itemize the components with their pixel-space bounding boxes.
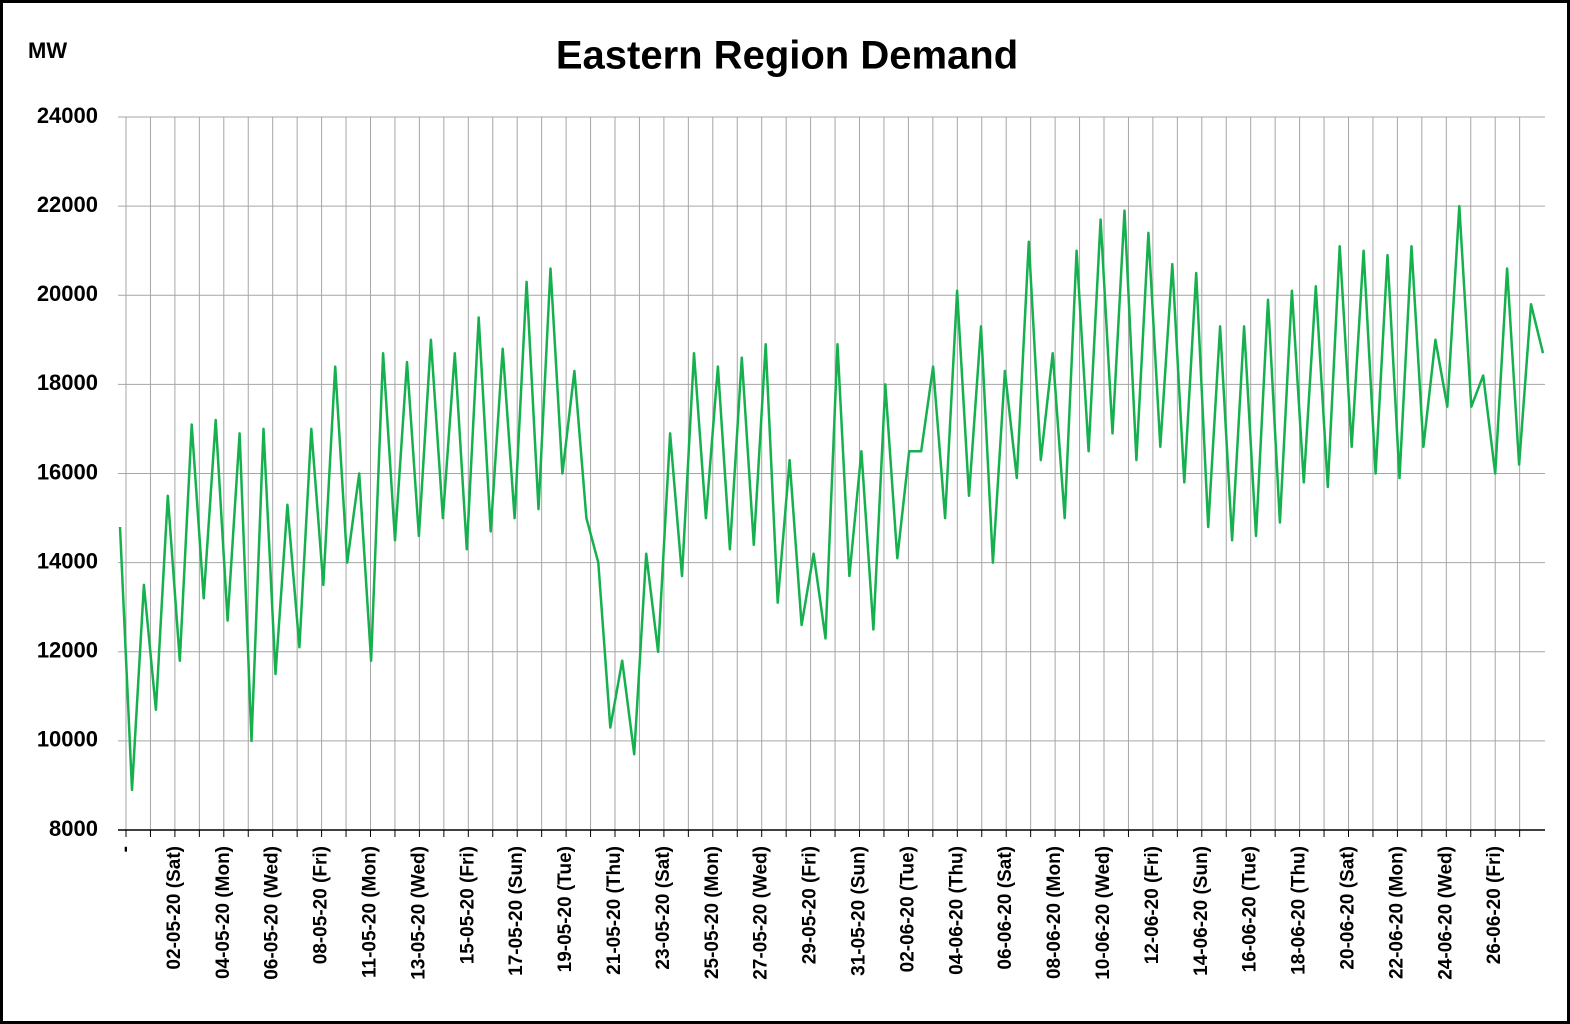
x-tick-label: 06-05-20 (Wed): [262, 846, 283, 980]
x-tick-label: 20-06-20 (Sat): [1338, 846, 1359, 970]
y-tick-label: 16000: [37, 459, 98, 484]
x-tick-label: 06-06-20 (Sat): [995, 846, 1016, 970]
x-tick-label: 14-06-20 (Sun): [1191, 846, 1212, 976]
x-tick-label: 26-06-20 (Fri): [1484, 846, 1505, 964]
x-tick-label: 24-06-20 (Wed): [1435, 846, 1456, 980]
x-tick-label: 13-05-20 (Wed): [408, 846, 429, 980]
x-tick-label: -: [115, 846, 136, 852]
y-tick-label: 20000: [37, 281, 98, 306]
x-tick-label: 12-06-20 (Fri): [1142, 846, 1163, 964]
x-tick-label: 19-05-20 (Tue): [555, 846, 576, 972]
y-tick-label: 14000: [37, 548, 98, 573]
x-tick-label: 11-05-20 (Mon): [360, 846, 381, 978]
x-tick-label: 10-06-20 (Wed): [1093, 846, 1114, 980]
x-tick-label: 23-05-20 (Sat): [653, 846, 674, 970]
x-tick-label: 22-06-20 (Mon): [1386, 846, 1407, 979]
x-tick-label: 17-05-20 (Sun): [506, 846, 527, 976]
y-tick-label: 12000: [37, 638, 98, 663]
y-axis-label: MW: [28, 38, 67, 63]
demand-line: [118, 204, 1545, 792]
x-tick-label: 27-05-20 (Wed): [751, 846, 772, 980]
y-tick-label: 24000: [37, 103, 98, 128]
x-tick-label: 15-05-20 (Fri): [457, 846, 478, 964]
x-tick-label: 31-05-20 (Sun): [849, 846, 870, 976]
x-tick-label: 08-05-20 (Fri): [311, 846, 332, 964]
x-tick-label: 29-05-20 (Fri): [800, 846, 821, 964]
y-tick-label: 10000: [37, 727, 98, 752]
y-tick-label: 8000: [49, 816, 98, 841]
y-tick-label: 22000: [37, 192, 98, 217]
x-tick-label: 08-06-20 (Mon): [1044, 846, 1065, 979]
chart-title: Eastern Region Demand: [556, 34, 1018, 78]
x-tick-label: 02-06-20 (Tue): [897, 846, 918, 972]
x-tick-label: 25-05-20 (Mon): [702, 846, 723, 979]
y-tick-label: 18000: [37, 370, 98, 395]
x-tick-label: 02-05-20 (Sat): [164, 846, 185, 970]
x-tick-label: 21-05-20 (Thu): [604, 846, 625, 975]
x-tick-label: 16-06-20 (Tue): [1240, 846, 1261, 972]
x-tick-label: 18-06-20 (Thu): [1289, 846, 1310, 975]
x-tick-label: 04-05-20 (Mon): [213, 846, 234, 979]
x-tick-label: 04-06-20 (Thu): [946, 846, 967, 975]
